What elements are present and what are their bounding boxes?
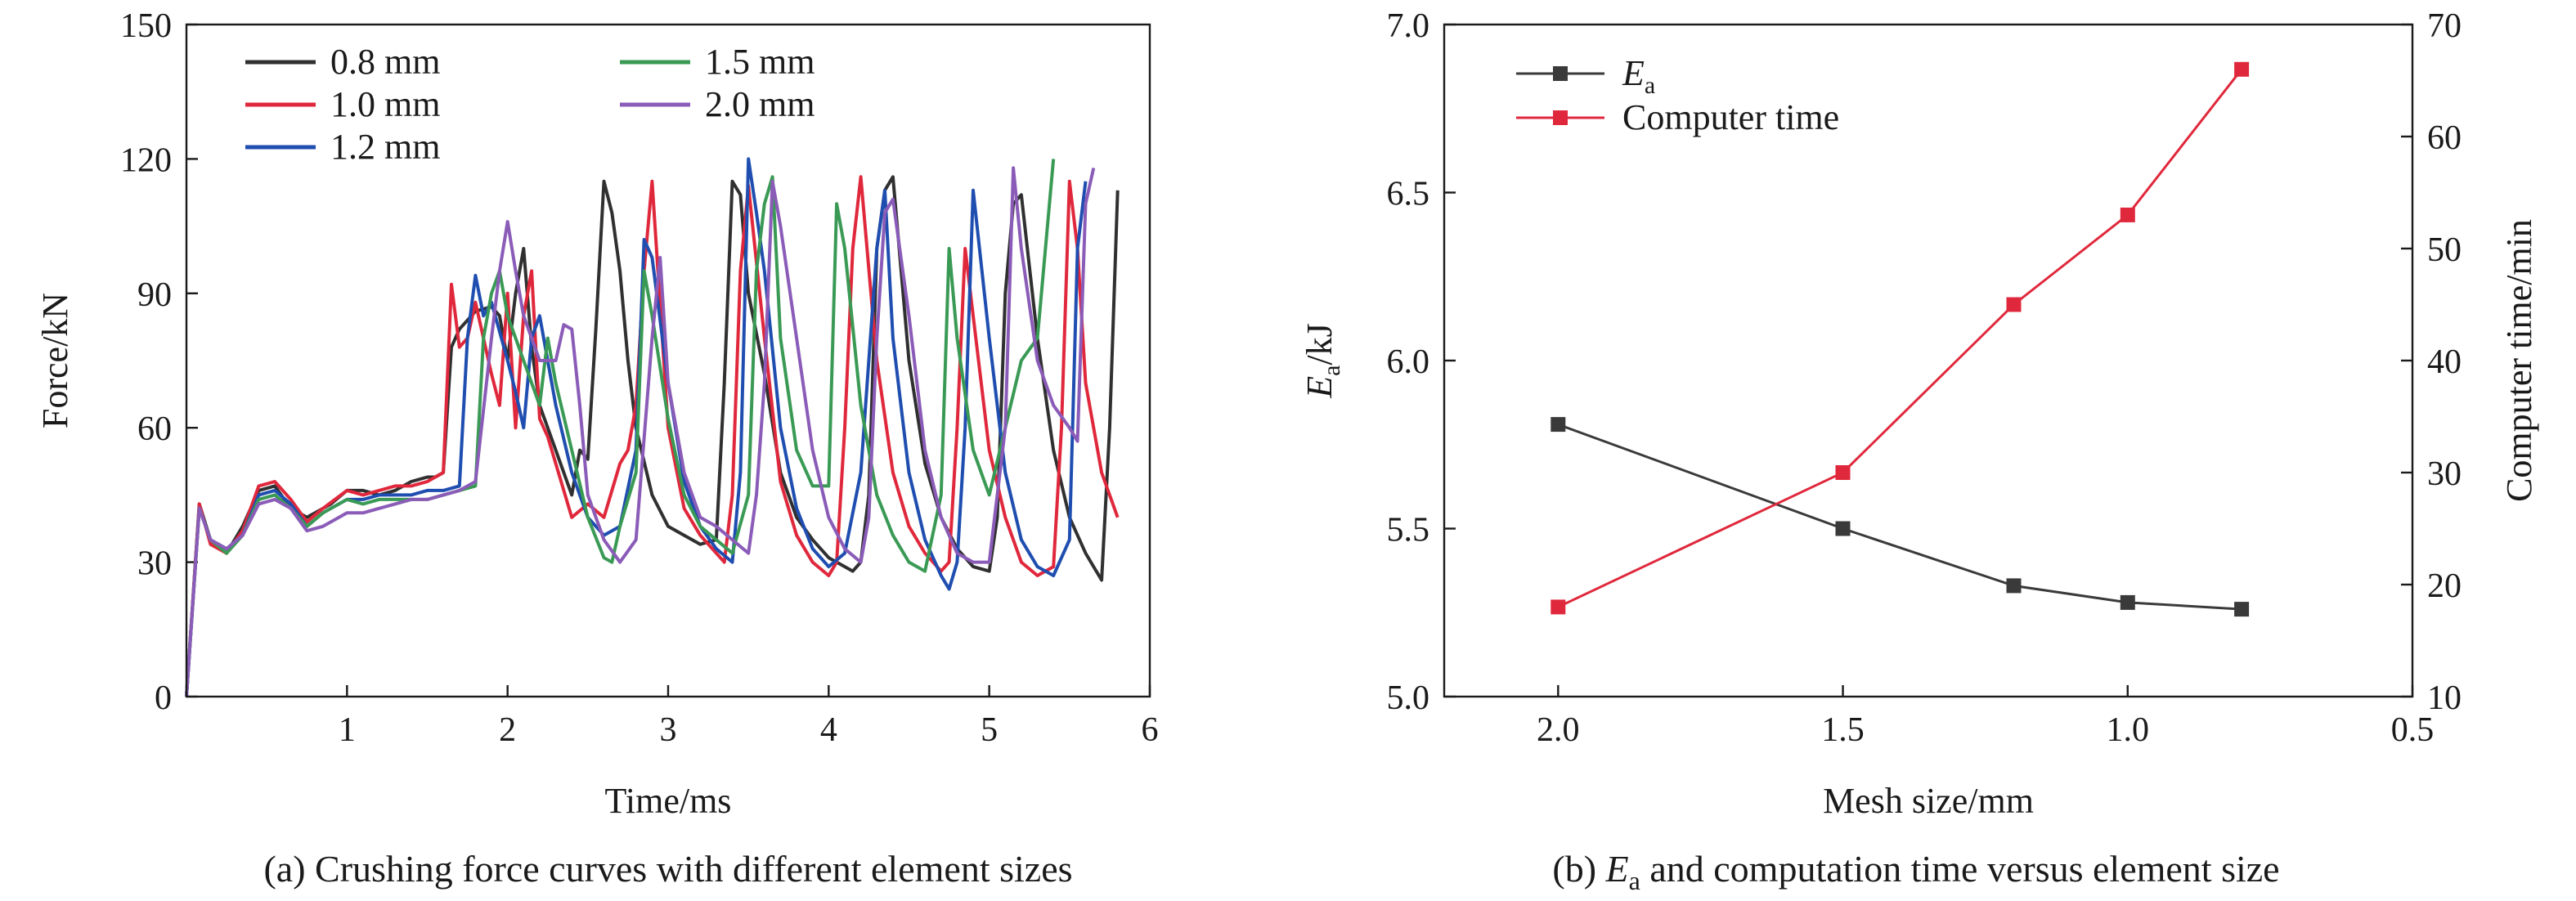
panel-a-y-axis-label: Force/kN	[35, 293, 75, 428]
data-point-ea	[2234, 602, 2250, 617]
panel-b-right-y-tick-label: 40	[2427, 343, 2462, 381]
panel-b-left-y-tick-label: 5.0	[1387, 679, 1430, 717]
panel-a-x-tick-label: 4	[820, 711, 837, 749]
panel-b-left-y-tick-label: 7.0	[1387, 7, 1430, 45]
data-point-computer-time	[2234, 61, 2250, 77]
panel-b: 2.0 1.5 1.0 0.5 5.0 5.5 6.0 6.5 7.0 10 20 30 40 50 60 7…	[1299, 7, 2539, 895]
legend-marker	[1553, 66, 1568, 81]
panel-b-x-tick-label: 0.5	[2391, 711, 2435, 749]
panel-a-x-axis-label: Time/ms	[605, 781, 732, 821]
series-line-2-0-mm	[185, 166, 1096, 697]
legend-label: 0.8 mm	[330, 42, 440, 82]
panel-a-x-tick-label: 2	[499, 711, 516, 749]
data-point-computer-time	[1551, 599, 1566, 615]
panel-b-caption: (b) Ea and computation time versus eleme…	[1552, 848, 2279, 895]
data-point-ea	[2120, 594, 2135, 610]
panel-a-y-tick-label: 90	[137, 276, 172, 314]
series-line-computer-time	[1557, 68, 2243, 608]
panel-a-legend: 0.8 mm1.0 mm1.2 mm 1.5 mm2.0 mm	[245, 42, 815, 167]
data-point-computer-time	[2120, 207, 2135, 222]
panel-b-right-y-tick-label: 50	[2427, 231, 2462, 269]
panel-b-y-axis-label: Ea/kJ	[1299, 323, 1345, 399]
panel-b-ticks	[1444, 23, 2414, 698]
panel-b-right-y-tick-label: 60	[2427, 119, 2462, 157]
panel-b-tick-labels: 2.0 1.5 1.0 0.5 5.0 5.5 6.0 6.5 7.0 10 20 30 40 50 60 7…	[1387, 7, 2462, 749]
panel-b-right-y-tick-label: 30	[2427, 455, 2462, 493]
panel-a-lines	[185, 157, 1120, 697]
panel-b-x-axis-label: Mesh size/mm	[1823, 781, 2034, 821]
data-point-ea	[1835, 521, 1851, 536]
series-line-1-0-mm	[185, 175, 1120, 697]
panel-a-y-tick-label: 30	[137, 545, 172, 583]
panel-a-y-tick-label: 120	[120, 141, 172, 179]
legend-label: Computer time	[1622, 97, 1839, 137]
panel-b-left-y-tick-label: 6.0	[1387, 343, 1430, 381]
panel-b-x-tick-label: 1.5	[1821, 711, 1865, 749]
panel-b-plot-frame	[1443, 23, 2414, 698]
series-line-0-8-mm	[185, 175, 1120, 697]
panel-b-right-y-tick-label: 70	[2427, 7, 2462, 45]
series-line-1-5-mm	[185, 159, 1056, 697]
panel-b-right-y-tick-label: 10	[2427, 679, 2462, 717]
legend-label: Ea	[1622, 53, 1655, 99]
panel-b-lines	[1551, 61, 2250, 617]
panel-b-x-tick-label: 2.0	[1537, 711, 1580, 749]
panel-b-left-y-tick-label: 5.5	[1387, 512, 1430, 549]
data-point-computer-time	[1835, 465, 1851, 480]
panel-a-x-tick-label: 6	[1142, 711, 1159, 749]
panel-a-plot-frame	[185, 23, 1151, 698]
panel-a-y-tick-label: 150	[120, 7, 172, 45]
panel-a-x-tick-label: 3	[660, 711, 677, 749]
series-line-1-2-mm	[185, 157, 1088, 697]
data-point-ea	[1551, 417, 1566, 433]
panel-a-x-tick-label: 5	[981, 711, 998, 749]
panel-b-right-y-axis-label: Computer time/min	[2499, 219, 2539, 502]
panel-a-y-tick-label: 60	[137, 410, 172, 448]
panel-b-left-y-tick-label: 6.5	[1387, 176, 1430, 213]
legend-label: 1.2 mm	[330, 127, 440, 167]
panel-a-caption: (a) Crushing force curves with different…	[263, 848, 1072, 890]
legend-label: 1.5 mm	[705, 42, 815, 82]
legend-label: 2.0 mm	[705, 84, 815, 124]
data-point-computer-time	[2006, 297, 2022, 312]
panel-b-right-y-tick-label: 20	[2427, 567, 2462, 605]
legend-marker	[1553, 110, 1568, 125]
legend-label: 1.0 mm	[330, 84, 440, 124]
panel-b-x-tick-label: 1.0	[2107, 711, 2150, 749]
series-line-ea	[1557, 423, 2242, 611]
panel-a-x-tick-label: 1	[339, 711, 356, 749]
panel-a-y-tick-label: 0	[155, 679, 172, 717]
data-point-ea	[2006, 578, 2022, 594]
